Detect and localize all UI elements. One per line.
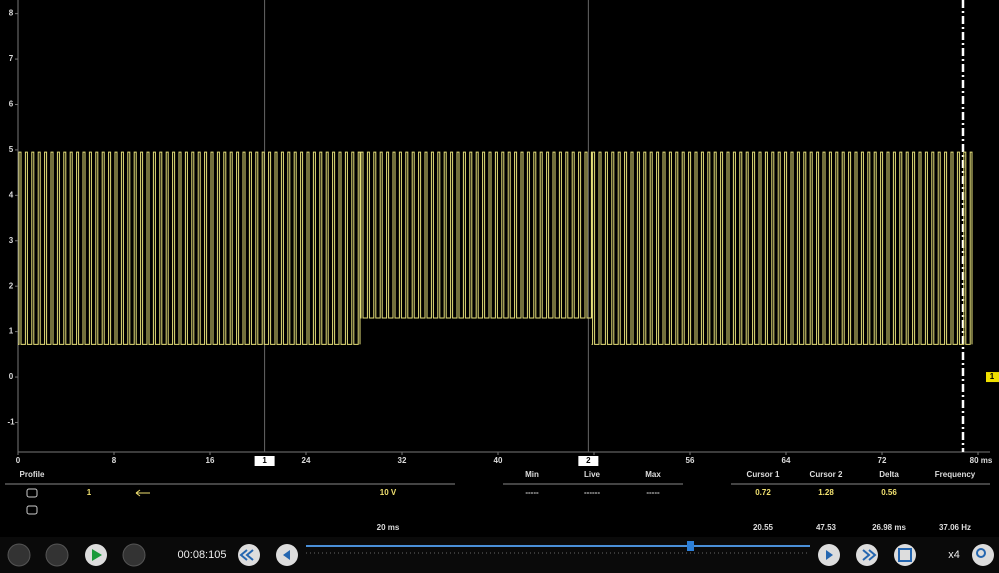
channel-marker-label: 1 xyxy=(990,372,995,381)
channel-marker xyxy=(986,372,999,383)
cursor-handle[interactable] xyxy=(254,456,275,466)
icon xyxy=(862,549,877,561)
x-tick-label: 24 xyxy=(302,456,311,465)
trace xyxy=(591,151,973,345)
y-tick-label: 1 xyxy=(9,327,14,336)
y-tick-label: 3 xyxy=(9,236,14,245)
header: Max xyxy=(645,470,661,479)
y-tick-label: 2 xyxy=(9,281,14,290)
header: Live xyxy=(584,470,601,479)
cursor2-time: 47.53 xyxy=(816,523,837,532)
icon xyxy=(976,548,986,558)
frequency: 37.06 Hz xyxy=(939,523,971,532)
header: Min xyxy=(525,470,539,479)
play-icon xyxy=(92,549,102,561)
record-button[interactable] xyxy=(7,543,31,567)
toolbar: 00:08:105 x4 xyxy=(7,541,994,567)
cursor-handle[interactable] xyxy=(578,456,599,466)
rewind-button[interactable] xyxy=(238,544,260,566)
trace xyxy=(360,151,593,319)
cursor1-value: 0.72 xyxy=(755,488,771,497)
min: ----- xyxy=(525,488,539,497)
y-tick-label: 6 xyxy=(9,100,14,109)
y-tick-label: 4 xyxy=(9,190,14,199)
toolbar-bg xyxy=(0,537,999,573)
y-tick-label: -1 xyxy=(7,418,15,427)
x-tick-label: 40 xyxy=(494,456,503,465)
timebase: 20 ms xyxy=(377,523,400,532)
icon xyxy=(283,550,290,560)
x-tick-label: 8 xyxy=(112,456,117,465)
channel: 1 xyxy=(87,488,92,497)
y-tick-label: 7 xyxy=(9,54,14,63)
stop-button[interactable] xyxy=(45,543,69,567)
scale: 10 V xyxy=(380,488,397,497)
time: 00:08:105 xyxy=(178,549,227,561)
delta-value: 0.56 xyxy=(881,488,897,497)
cursor-label: 1 xyxy=(262,456,267,465)
cursor2-value: 1.28 xyxy=(818,488,834,497)
icon xyxy=(239,549,254,561)
slider-thumb[interactable] xyxy=(687,541,694,551)
fast-forward-button[interactable] xyxy=(856,544,878,566)
max: ----- xyxy=(646,488,660,497)
delta-time: 26.98 ms xyxy=(872,523,906,532)
measurement-table: Profile Min Live Max Cursor 1 Cursor 2 D… xyxy=(5,470,990,532)
header: Delta xyxy=(879,470,899,479)
x-tick-label: 64 xyxy=(782,456,791,465)
zoom-level: x4 xyxy=(948,549,960,561)
x-tick-label: 80 ms xyxy=(970,456,993,465)
cursor1-time: 20.55 xyxy=(753,523,774,532)
trace xyxy=(18,151,361,345)
profile-icon[interactable] xyxy=(26,505,38,515)
y-tick-label: 0 xyxy=(9,372,14,381)
header: Cursor 1 xyxy=(747,470,780,479)
x-tick-label: 16 xyxy=(206,456,215,465)
x-tick-label: 32 xyxy=(398,456,407,465)
probe-icon xyxy=(135,489,150,497)
cursor-label: 2 xyxy=(586,456,591,465)
x-tick-label: 56 xyxy=(686,456,695,465)
y-tick-label: 8 xyxy=(9,9,14,18)
icon xyxy=(826,550,833,560)
x-tick-label: 72 xyxy=(878,456,887,465)
x-tick-label: 0 xyxy=(16,456,21,465)
header: Cursor 2 xyxy=(810,470,843,479)
zoom-button[interactable] xyxy=(972,544,994,566)
y-tick-label: 5 xyxy=(9,145,14,154)
icon xyxy=(898,548,912,562)
capture-button[interactable] xyxy=(122,543,146,567)
header: Frequency xyxy=(935,470,976,479)
zoom-fit-button[interactable] xyxy=(894,544,916,566)
profile-icon[interactable] xyxy=(26,488,38,498)
live: ------ xyxy=(584,488,600,497)
header: Profile xyxy=(20,470,45,479)
